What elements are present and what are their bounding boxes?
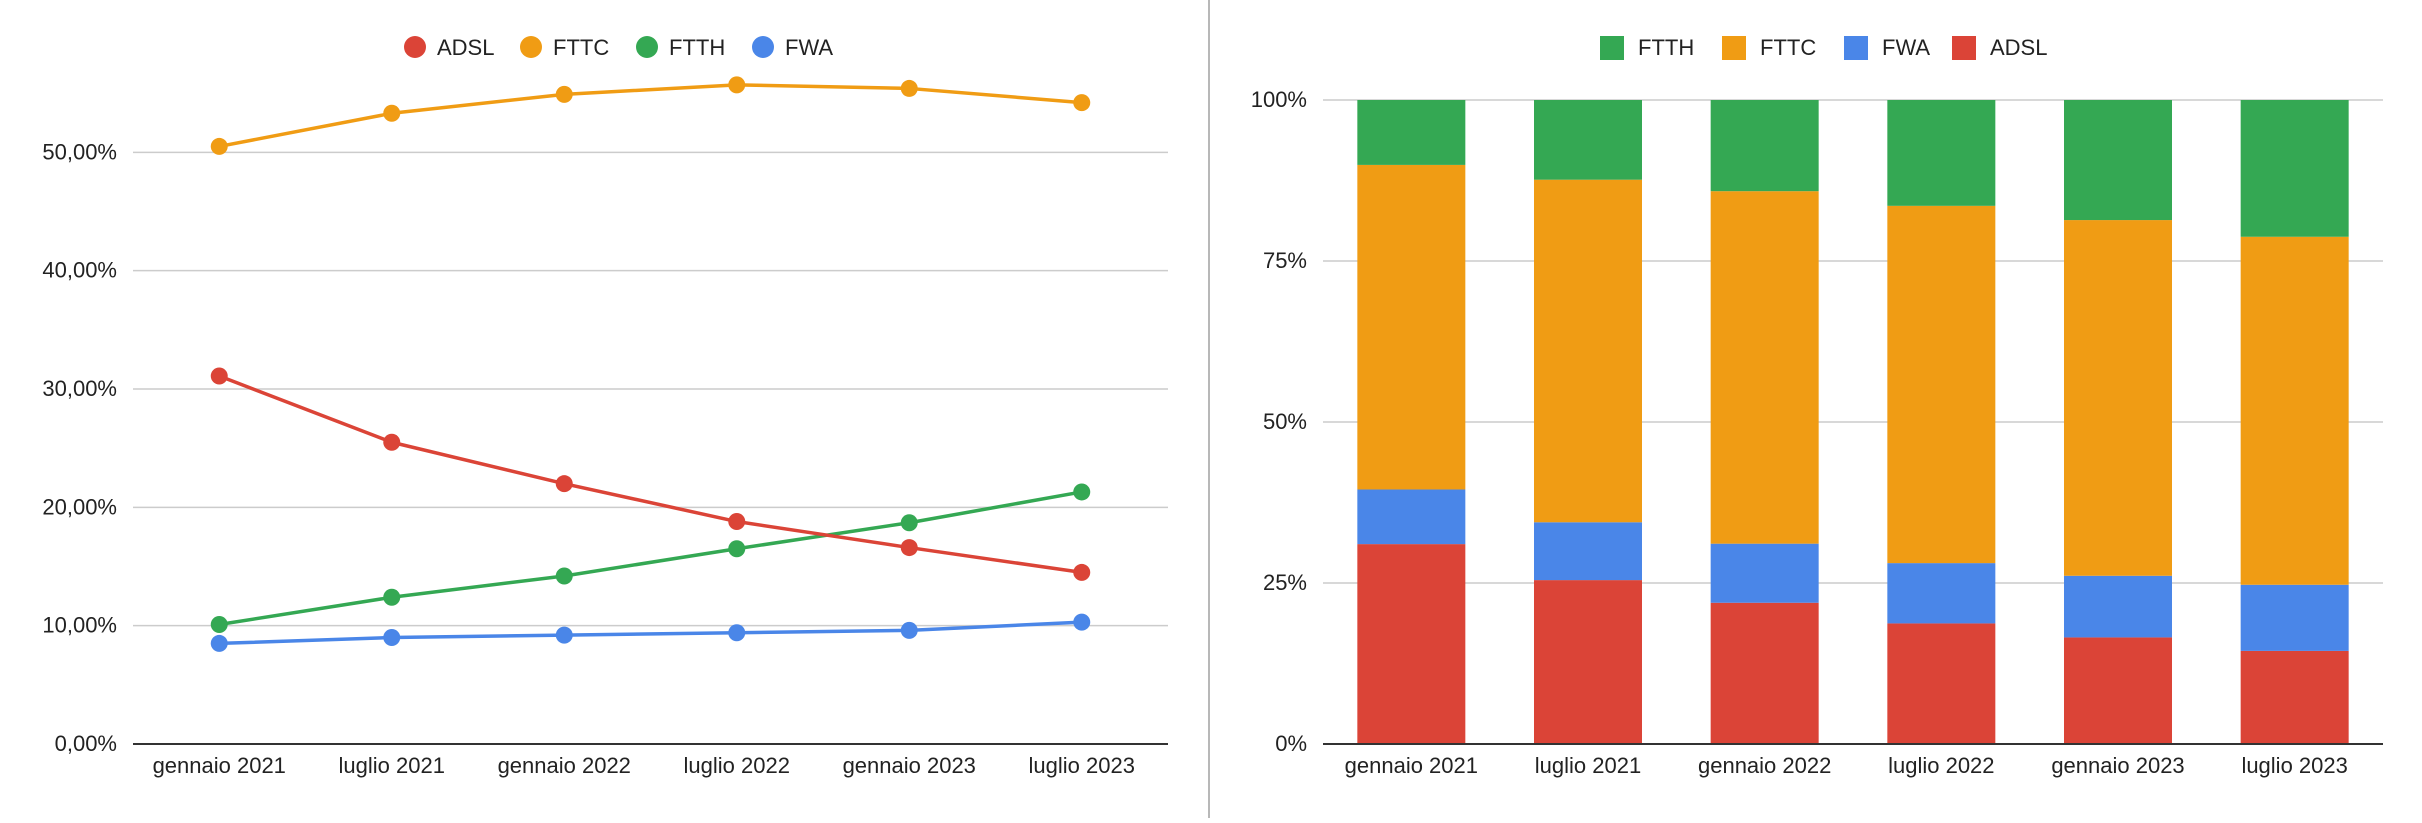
- data-point-fttc: [1073, 94, 1091, 112]
- y-tick-label: 100%: [1251, 87, 1307, 112]
- series-line-fwa: [219, 620, 1082, 646]
- y-tick-label: 40,00%: [42, 258, 117, 283]
- bar-segment-ftth: [1357, 100, 1466, 165]
- y-tick-label: 25%: [1263, 570, 1307, 595]
- bar-segment-ftth: [2240, 100, 2349, 237]
- bar-segment-adsl: [1710, 602, 1819, 744]
- bar-segment-fwa: [1710, 543, 1819, 603]
- data-point-fttc: [383, 104, 401, 122]
- data-point-ftth: [1073, 483, 1091, 501]
- bar-segment-fwa: [1887, 563, 1996, 624]
- data-point-ftth: [555, 567, 573, 585]
- stacked-bar-chart: 0% 25% 50% 75% 100% gennaio 2021 luglio 2021 ge…: [1251, 35, 2383, 778]
- legend-marker-fwa: [1844, 36, 1868, 60]
- x-tick-label: luglio 2022: [1888, 753, 1994, 778]
- bar-segment-fwa: [1357, 489, 1466, 545]
- data-point-ftth: [383, 588, 401, 606]
- data-point-adsl: [728, 513, 746, 531]
- data-point-ftth: [210, 615, 228, 633]
- legend-label-adsl: ADSL: [1990, 35, 2047, 60]
- data-point-adsl: [383, 433, 401, 451]
- series-line-ftth: [218, 490, 1083, 627]
- y-tick-label: 10,00%: [42, 613, 117, 638]
- legend-marker-adsl: [404, 36, 426, 58]
- x-tick-label: luglio 2021: [1535, 753, 1641, 778]
- legend-label-fttc: FTTC: [553, 35, 609, 60]
- y-tick-label: 75%: [1263, 248, 1307, 273]
- bar-segment-adsl: [2240, 650, 2349, 744]
- bar-segment-ftth: [1534, 100, 1642, 180]
- x-tick-label: gennaio 2023: [2051, 753, 2184, 778]
- data-point-fwa: [210, 634, 228, 652]
- bar-segment-ftth: [2064, 100, 2172, 221]
- data-point-fttc: [555, 85, 573, 103]
- x-tick-label: luglio 2022: [684, 753, 790, 778]
- legend-label-fwa: FWA: [1882, 35, 1930, 60]
- y-tick-label: 50,00%: [42, 139, 117, 164]
- data-point-fwa: [728, 624, 746, 642]
- legend-marker-fttc: [520, 36, 542, 58]
- y-tick-label: 0%: [1275, 731, 1307, 756]
- y-tick-label: 0,00%: [55, 731, 117, 756]
- bar-segment-adsl: [1357, 544, 1466, 744]
- line-chart: 0,00% 10,00% 20,00% 30,00% 40,00% 50,00% genna…: [42, 35, 1168, 778]
- bar-segment-fttc: [2240, 236, 2349, 585]
- data-point-fttc: [210, 137, 228, 155]
- data-point-ftth: [728, 540, 746, 558]
- bar-segment-fttc: [1887, 205, 1996, 564]
- x-tick-label: gennaio 2022: [1698, 753, 1831, 778]
- series-line-adsl: [218, 374, 1082, 575]
- y-tick-label: 50%: [1263, 409, 1307, 434]
- x-tick-label: gennaio 2023: [843, 753, 976, 778]
- data-point-ftth: [900, 514, 918, 532]
- legend-marker-fttc: [1722, 36, 1746, 60]
- data-point-adsl: [210, 367, 228, 385]
- bar-segment-fwa: [2240, 584, 2349, 651]
- legend-label-adsl: ADSL: [437, 35, 494, 60]
- bar-segment-ftth: [1710, 100, 1819, 192]
- data-point-adsl: [555, 475, 573, 493]
- x-tick-label: luglio 2023: [1029, 753, 1135, 778]
- bar-segment-fttc: [1534, 179, 1642, 523]
- data-point-fwa: [1073, 613, 1091, 631]
- bar-segment-fttc: [2064, 220, 2172, 576]
- y-tick-label: 20,00%: [42, 494, 117, 519]
- stacked-bar-chart-panel: 0% 25% 50% 75% 100% gennaio 2021 luglio 2021 ge…: [1210, 0, 2422, 818]
- y-tick-label: 30,00%: [42, 376, 117, 401]
- legend-label-ftth: FTTH: [669, 35, 725, 60]
- data-point-fttc: [728, 76, 746, 94]
- legend-marker-ftth: [1600, 36, 1624, 60]
- x-tick-label: luglio 2021: [339, 753, 445, 778]
- bar-segment-adsl: [1534, 580, 1642, 744]
- data-point-fwa: [383, 629, 401, 646]
- bar-segment-adsl: [1887, 623, 1996, 744]
- x-tick-label: luglio 2023: [2241, 753, 2347, 778]
- legend-label-fwa: FWA: [785, 35, 833, 60]
- bar-segment-fwa: [2064, 575, 2172, 638]
- legend-label-fttc: FTTC: [1760, 35, 1816, 60]
- data-point-adsl: [1073, 563, 1091, 581]
- x-tick-label: gennaio 2021: [153, 753, 286, 778]
- chart-divider: [1208, 0, 1210, 818]
- bar-segment-ftth: [1887, 100, 1996, 206]
- series-line-fttc: [218, 83, 1082, 149]
- bar-segment-fttc: [1710, 191, 1819, 544]
- line-chart-panel: 0,00% 10,00% 20,00% 30,00% 40,00% 50,00% genna…: [0, 0, 1208, 818]
- legend-label-ftth: FTTH: [1638, 35, 1694, 60]
- x-tick-label: gennaio 2022: [498, 753, 631, 778]
- bar-segment-adsl: [2064, 637, 2172, 744]
- data-point-adsl: [900, 539, 918, 557]
- legend-marker-adsl: [1952, 36, 1976, 60]
- data-point-fwa: [555, 626, 573, 644]
- legend-marker-fwa: [752, 36, 774, 58]
- x-tick-label: gennaio 2021: [1345, 753, 1478, 778]
- data-point-fwa: [900, 621, 918, 639]
- bar-segment-fttc: [1357, 164, 1466, 490]
- bar-segment-fwa: [1534, 522, 1642, 581]
- legend-marker-ftth: [636, 36, 658, 58]
- data-point-fttc: [900, 79, 918, 97]
